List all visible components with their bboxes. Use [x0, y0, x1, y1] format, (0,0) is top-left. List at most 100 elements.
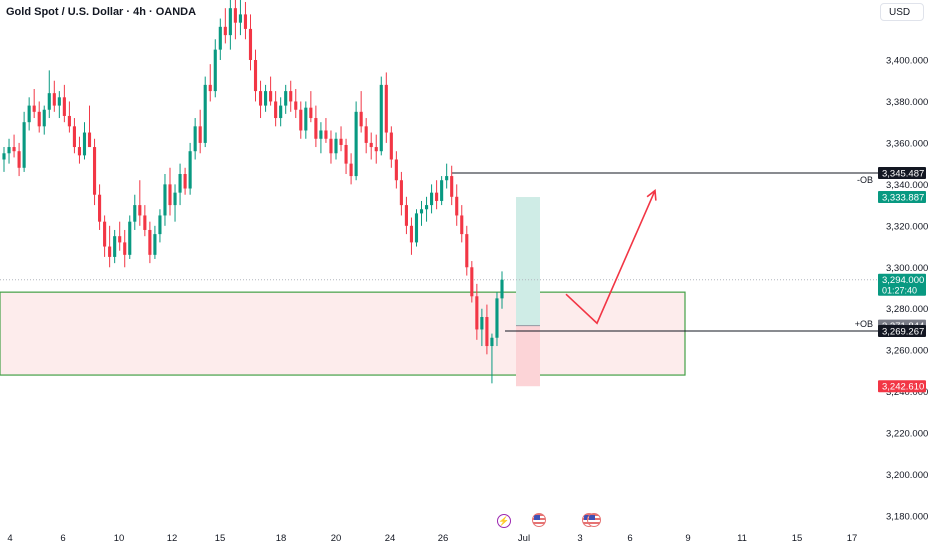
y-tick-label: 3,240.000: [886, 387, 928, 398]
candle-body: [178, 174, 182, 193]
y-tick-label: 3,400.000: [886, 56, 928, 67]
candle-body: [243, 14, 248, 29]
candle-body: [344, 144, 348, 164]
candle-body: [440, 180, 444, 201]
y-tick-label: 3,200.000: [886, 470, 928, 481]
candle-body: [108, 246, 112, 257]
candle-body: [103, 221, 107, 247]
countdown-label: 01:27:40: [882, 286, 917, 296]
candle-body: [334, 138, 338, 154]
minus-ob-label: -OB: [857, 175, 873, 185]
candle-body: [424, 205, 429, 210]
price-tag-label: 3,333.887: [882, 193, 924, 204]
candle-body: [12, 147, 16, 152]
candle-body: [309, 107, 313, 119]
candle-body: [475, 296, 479, 330]
candle-body: [2, 153, 6, 160]
candle-body: [163, 184, 167, 216]
event-bolt-icon[interactable]: ⚡: [497, 514, 511, 528]
y-tick-label: 3,320.000: [886, 221, 928, 232]
price-tag: [878, 324, 926, 337]
candle-body: [228, 8, 232, 36]
x-tick-label: Jul: [518, 533, 530, 544]
candle-body: [42, 109, 46, 127]
candle-body: [354, 111, 358, 177]
candle-body: [52, 93, 56, 106]
x-tick-label: 12: [167, 533, 178, 544]
candle-body: [188, 151, 192, 189]
event-us-flag-icon-3[interactable]: [587, 513, 601, 527]
candle-body: [32, 105, 36, 112]
candle-body: [284, 91, 288, 106]
candle-body: [193, 126, 197, 152]
event-us-flag-icon[interactable]: [532, 513, 546, 527]
candle-body: [238, 14, 242, 23]
candle-body: [339, 138, 343, 145]
candle-body: [269, 91, 273, 102]
candle-body: [389, 132, 393, 160]
x-tick-label: 10: [114, 533, 125, 544]
candle-body: [435, 192, 439, 201]
candle-body: [324, 130, 328, 139]
y-tick-label: 3,280.000: [886, 304, 928, 315]
candle-body: [37, 111, 41, 127]
candle-body: [294, 101, 298, 110]
candle-body: [299, 109, 303, 131]
candle-body: [319, 130, 323, 139]
candle-body: [118, 236, 122, 243]
take-profit-area: [516, 197, 540, 326]
candle-body: [67, 115, 71, 127]
y-tick-label: 3,180.000: [886, 512, 928, 523]
candle-body: [253, 60, 258, 92]
candle-body: [374, 147, 378, 152]
candle-body: [72, 126, 76, 148]
demand-zone: [0, 291, 686, 376]
x-tick-label: 6: [60, 533, 65, 544]
candle-body: [404, 205, 408, 226]
x-tick-label: 26: [438, 533, 449, 544]
x-tick-label: 24: [385, 533, 396, 544]
candle-body: [414, 213, 419, 243]
y-tick-label: 3,360.000: [886, 138, 928, 149]
projection-arrowhead: [646, 189, 657, 201]
x-tick-label: 11: [737, 533, 747, 544]
candle-body: [213, 49, 217, 92]
candle-body: [208, 84, 212, 92]
candle-body: [128, 221, 132, 255]
candle-body: [168, 184, 172, 206]
x-tick-label: 4: [7, 533, 12, 544]
price-tag-label: 3,242.610: [882, 382, 924, 393]
candle-body: [22, 122, 26, 168]
candle-body: [183, 174, 187, 189]
candle-body: [399, 180, 403, 206]
projection-path: [565, 190, 656, 325]
x-tick-label: 17: [847, 533, 858, 544]
candle-body: [133, 205, 137, 222]
candle-body: [203, 84, 207, 143]
price-tag-label: 3,294.000: [882, 275, 924, 286]
candle-body: [460, 215, 464, 235]
x-tick-label: 9: [685, 533, 690, 544]
y-tick-label: 3,220.000: [886, 429, 928, 440]
candle-body: [279, 105, 283, 119]
candle-body: [369, 142, 373, 148]
candle-body: [248, 28, 253, 60]
x-tick-label: 18: [276, 533, 287, 544]
candle-body: [98, 194, 102, 222]
x-tick-label: 20: [331, 533, 342, 544]
stop-loss-area: [516, 325, 540, 387]
candle-body: [485, 317, 489, 347]
candle-body: [274, 101, 278, 119]
candle-body: [153, 234, 157, 255]
candle-body: [148, 229, 152, 255]
currency-button[interactable]: USD: [880, 3, 924, 21]
y-tick-label: 3,380.000: [886, 97, 928, 108]
candle-body: [304, 107, 308, 131]
x-tick-label: 15: [215, 533, 226, 544]
candle-body: [143, 215, 147, 230]
candle-body: [158, 215, 162, 235]
candle-body: [480, 317, 484, 330]
price-tag: [878, 191, 926, 204]
candle-body: [379, 84, 383, 152]
